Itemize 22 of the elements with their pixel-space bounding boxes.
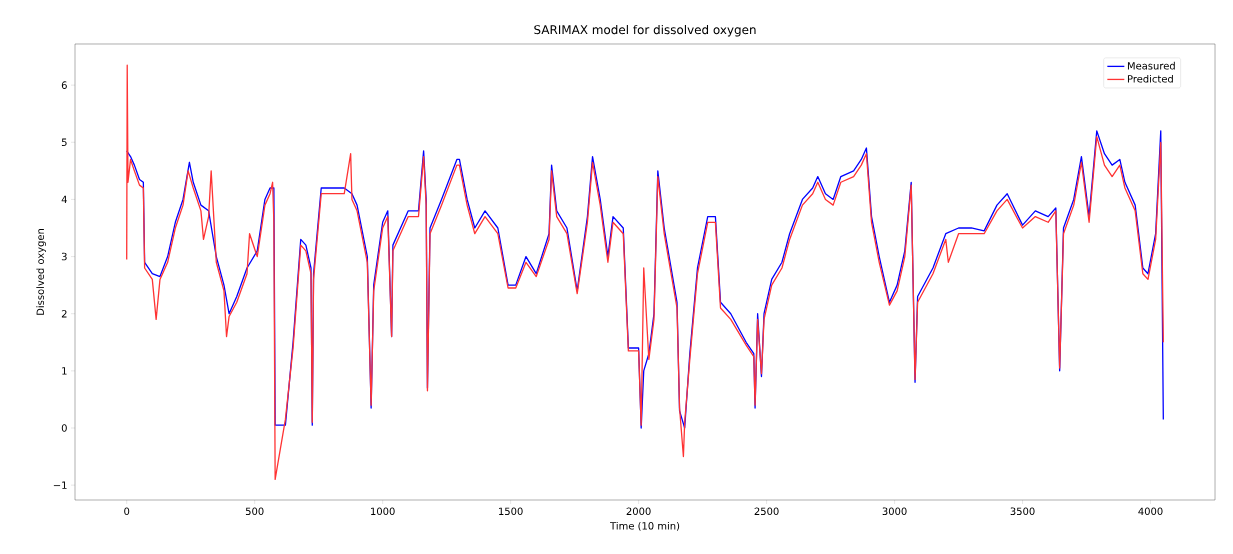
legend-label: Measured <box>1127 61 1175 70</box>
y-tick-label: 0 <box>61 424 67 432</box>
x-tick-label: 3500 <box>1010 507 1035 516</box>
y-tick-label: 1 <box>62 367 67 375</box>
y-axis-title: Dissolved oxygen <box>36 229 46 315</box>
y-tick-label: 2 <box>61 310 67 318</box>
x-tick-label: 1000 <box>371 507 395 516</box>
x-tick-label: 0 <box>124 507 130 516</box>
x-tick-label: 2000 <box>626 507 651 516</box>
x-tick-label: 1500 <box>499 507 523 516</box>
y-tick-label: 6 <box>61 81 67 89</box>
y-tick-label: −1 <box>53 481 67 489</box>
y-tick-label: 5 <box>61 138 67 146</box>
y-tick-label: 4 <box>61 195 67 204</box>
x-axis-title: Time (10 min) <box>610 521 680 531</box>
legend-label: Predicted <box>1127 74 1173 83</box>
x-tick-label: 4000 <box>1138 507 1163 516</box>
chart-title: SARIMAX model for dissolved oxygen <box>534 24 756 37</box>
x-tick-label: 3000 <box>882 507 907 516</box>
y-tick-label: 3 <box>61 252 67 261</box>
x-tick-label: 500 <box>245 507 264 516</box>
x-tick-label: 2500 <box>754 507 779 516</box>
